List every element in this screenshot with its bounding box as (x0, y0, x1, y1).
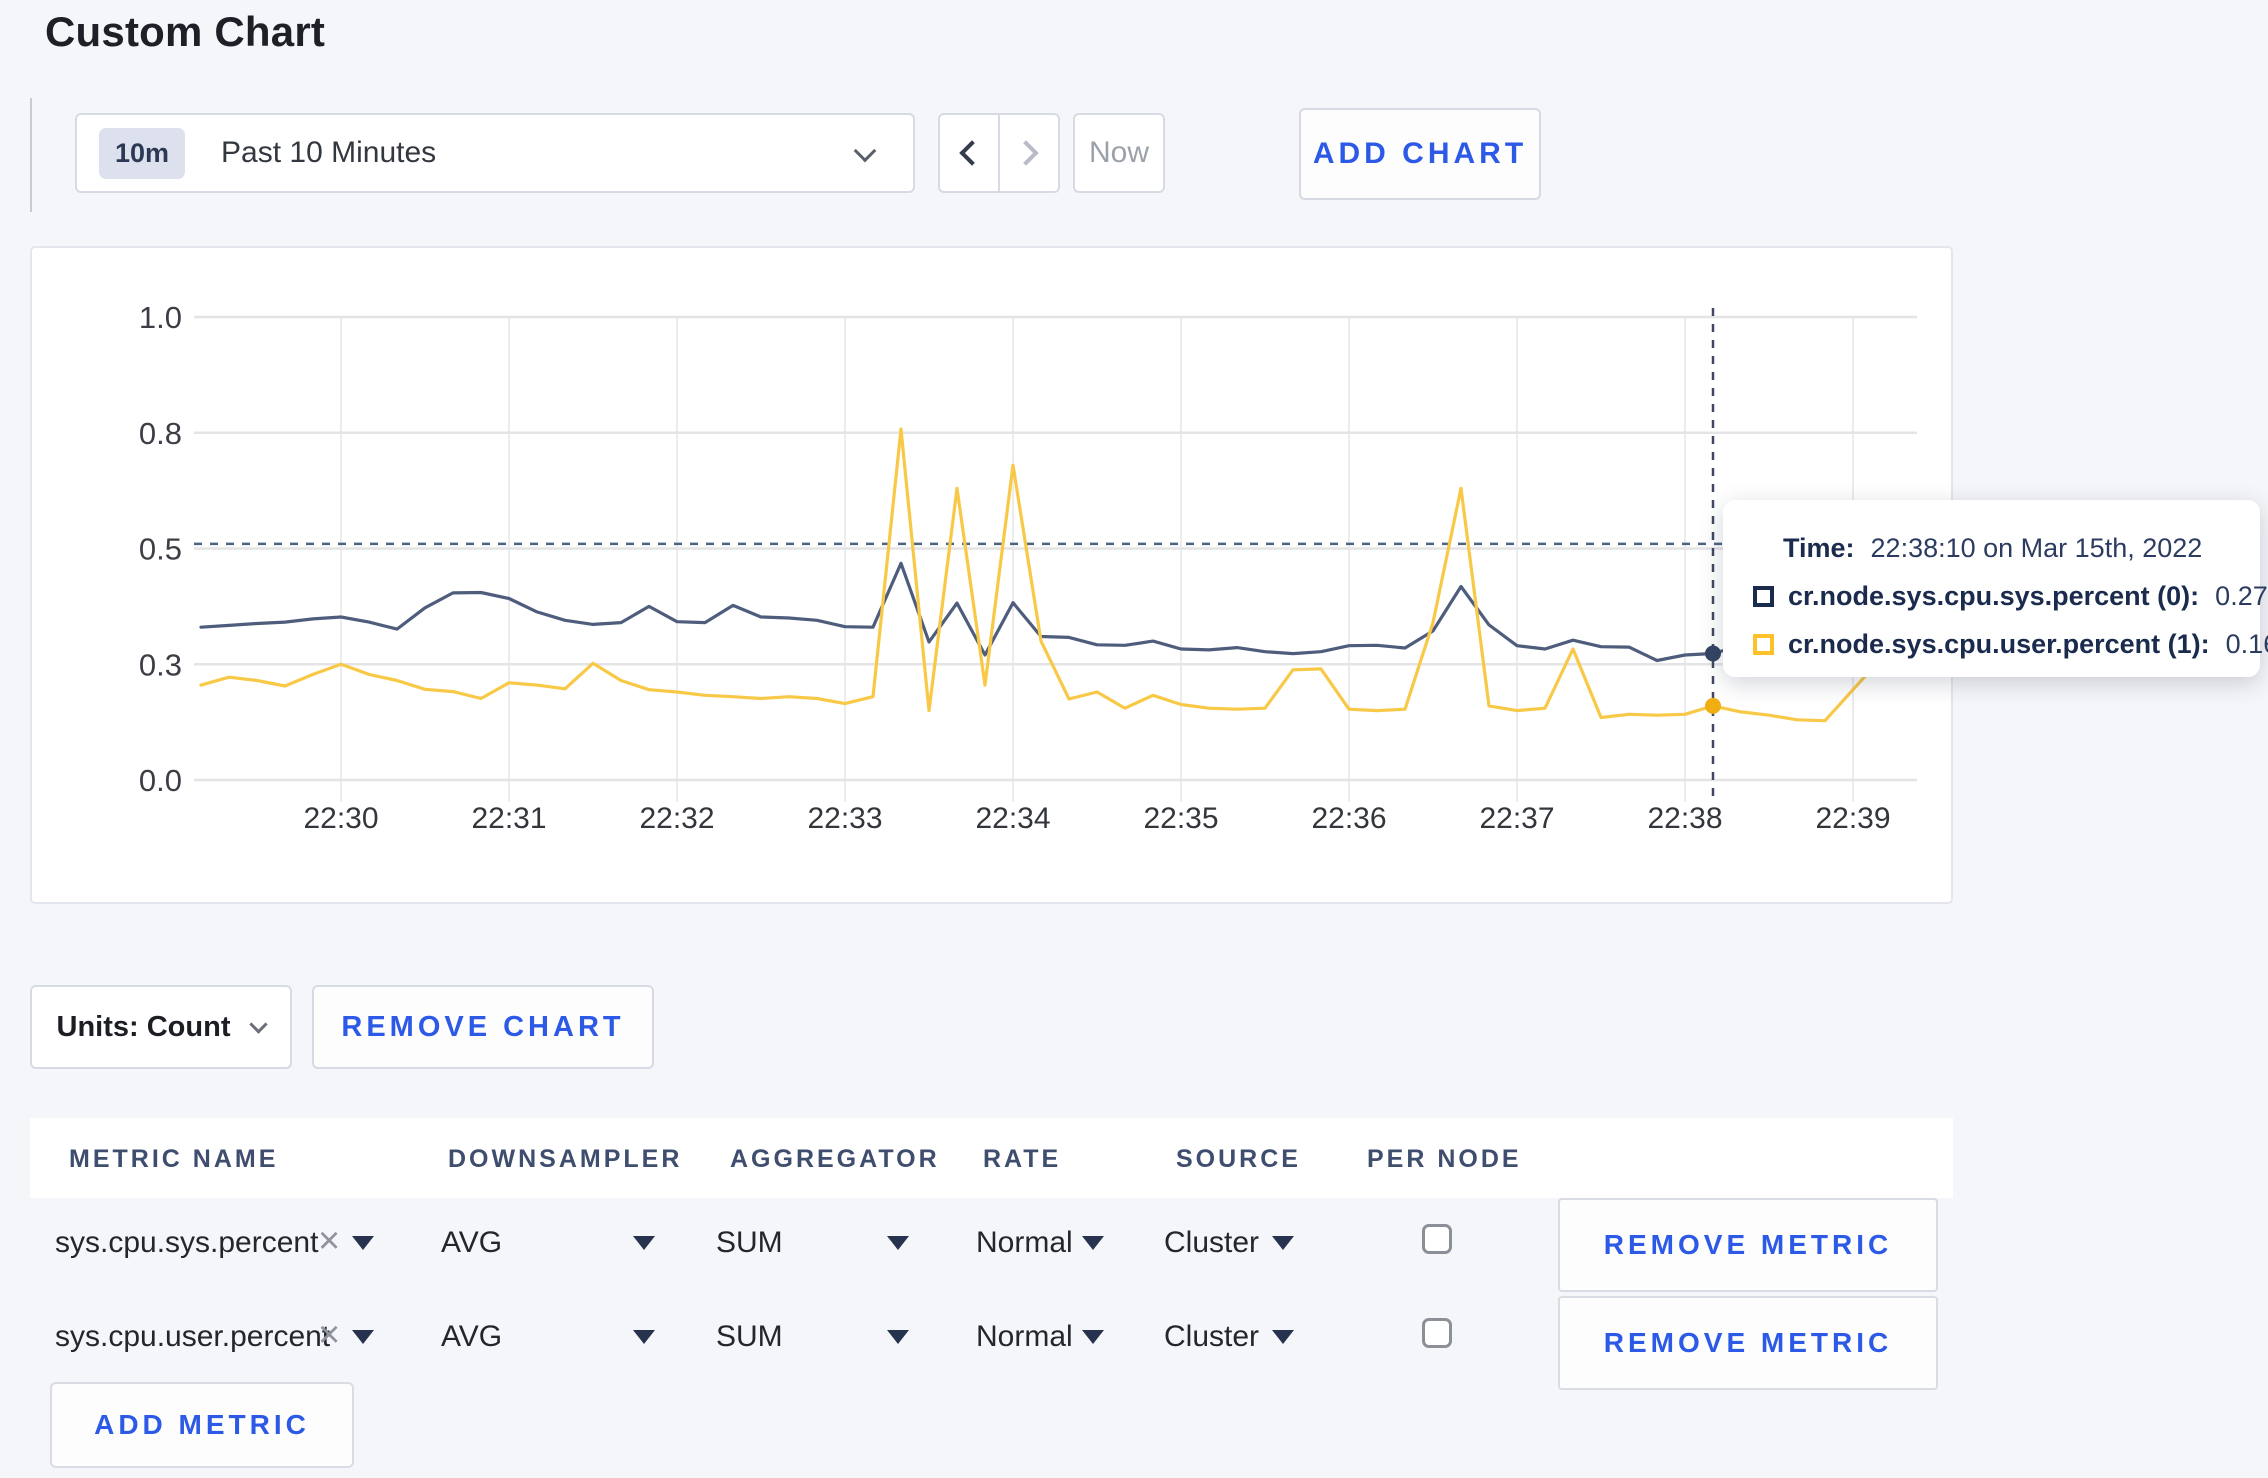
tooltip-series-user-value: 0.1601 (2225, 628, 2268, 659)
tooltip-time-value: 22:38:10 on Mar 15th, 2022 (1870, 532, 2203, 563)
chevron-down-icon (853, 139, 877, 163)
source-select[interactable]: Cluster (1164, 1320, 1260, 1353)
svg-text:22:39: 22:39 (1815, 802, 1890, 835)
aggregator-select[interactable]: SUM (716, 1226, 783, 1259)
line-chart[interactable]: 22:30 22:31 22:32 22:33 22:34 22:35 22:36 22:37… (32, 248, 1951, 902)
metric-dropdown-icon[interactable] (352, 1330, 374, 1344)
chevron-left-icon (959, 140, 985, 166)
aggregator-select[interactable]: SUM (716, 1320, 783, 1353)
now-button[interactable]: Now (1073, 113, 1165, 193)
svg-text:22:32: 22:32 (639, 802, 714, 835)
tooltip-series-user-label: cr.node.sys.cpu.user.percent (1): (1788, 628, 2210, 659)
svg-text:22:30: 22:30 (303, 802, 378, 835)
page-title: Custom Chart (45, 8, 326, 55)
metric-name-value[interactable]: sys.cpu.sys.percent (55, 1226, 319, 1259)
svg-text:0.8: 0.8 (139, 416, 182, 451)
header-aggregator: AGGREGATOR (730, 1145, 940, 1173)
header-metric-name: METRIC NAME (69, 1145, 279, 1173)
series-user-swatch-icon (1753, 633, 1774, 655)
tooltip-series-sys-label: cr.node.sys.cpu.sys.percent (0): (1788, 580, 2200, 611)
source-select[interactable]: Cluster (1164, 1226, 1260, 1259)
header-per-node: PER NODE (1367, 1145, 1522, 1173)
prev-time-button[interactable] (940, 115, 1000, 191)
downsampler-select[interactable]: AVG (441, 1320, 503, 1353)
chart-card: 22:30 22:31 22:32 22:33 22:34 22:35 22:36 22:37… (30, 246, 1953, 904)
remove-metric-button[interactable]: REMOVE METRIC (1558, 1198, 1938, 1292)
downsampler-dropdown-icon[interactable] (633, 1236, 655, 1250)
remove-chart-button[interactable]: REMOVE CHART (312, 985, 654, 1069)
chevron-right-icon (1013, 140, 1039, 166)
metric-dropdown-icon[interactable] (352, 1236, 374, 1250)
header-downsampler: DOWNSAMPLER (448, 1145, 683, 1173)
time-range-label: Past 10 Minutes (221, 136, 437, 169)
svg-text:22:35: 22:35 (1143, 802, 1218, 835)
series-sys-swatch-icon (1753, 585, 1774, 607)
svg-text:22:34: 22:34 (975, 802, 1050, 835)
svg-text:22:38: 22:38 (1647, 802, 1722, 835)
source-dropdown-icon[interactable] (1272, 1330, 1294, 1344)
downsampler-select[interactable]: AVG (441, 1226, 503, 1259)
rate-select[interactable]: Normal (976, 1320, 1073, 1353)
clear-metric-icon[interactable]: × (318, 1220, 341, 1262)
svg-text:22:36: 22:36 (1311, 802, 1386, 835)
tooltip-series-sys-value: 0.2732 (2215, 580, 2268, 611)
aggregator-dropdown-icon[interactable] (887, 1330, 909, 1344)
header-rate: RATE (983, 1145, 1062, 1173)
svg-text:1.0: 1.0 (139, 300, 182, 335)
next-time-button[interactable] (1000, 115, 1058, 191)
add-chart-button[interactable]: ADD CHART (1299, 108, 1541, 200)
svg-text:22:37: 22:37 (1479, 802, 1554, 835)
time-range-dropdown[interactable]: 10m Past 10 Minutes (75, 113, 915, 193)
toolbar-divider (30, 98, 32, 212)
time-range-badge: 10m (99, 127, 186, 179)
remove-metric-button[interactable]: REMOVE METRIC (1558, 1296, 1938, 1390)
source-dropdown-icon[interactable] (1272, 1236, 1294, 1250)
svg-text:22:31: 22:31 (471, 802, 546, 835)
units-label: Units: Count (56, 1010, 231, 1043)
time-step-buttons (938, 113, 1060, 193)
per-node-checkbox[interactable] (1422, 1224, 1452, 1254)
metrics-table-header (30, 1118, 1953, 1198)
aggregator-dropdown-icon[interactable] (887, 1236, 909, 1250)
svg-text:0.3: 0.3 (139, 647, 182, 682)
clear-metric-icon[interactable]: × (318, 1314, 341, 1356)
svg-text:0.5: 0.5 (139, 532, 182, 567)
svg-text:22:33: 22:33 (807, 802, 882, 835)
downsampler-dropdown-icon[interactable] (633, 1330, 655, 1344)
rate-dropdown-icon[interactable] (1082, 1330, 1104, 1344)
chevron-down-icon (249, 1014, 269, 1034)
metric-name-value[interactable]: sys.cpu.user.percent (55, 1320, 331, 1353)
add-metric-button[interactable]: ADD METRIC (50, 1382, 354, 1468)
header-source: SOURCE (1176, 1145, 1301, 1173)
rate-dropdown-icon[interactable] (1082, 1236, 1104, 1250)
svg-text:0.0: 0.0 (139, 763, 182, 798)
chart-tooltip: Time: 22:38:10 on Mar 15th, 2022 cr.node… (1723, 500, 2268, 677)
units-dropdown[interactable]: Units: Count (30, 985, 292, 1069)
per-node-checkbox[interactable] (1422, 1318, 1452, 1348)
tooltip-time-label: Time: (1783, 532, 1855, 563)
rate-select[interactable]: Normal (976, 1226, 1073, 1259)
